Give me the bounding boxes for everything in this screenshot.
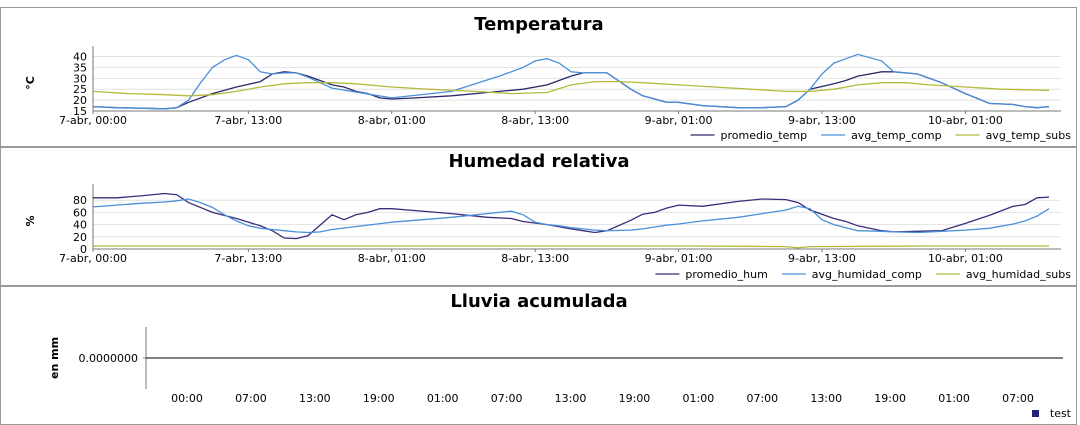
y-tick-label: 20 (73, 94, 87, 107)
y-tick-label: 25 (73, 83, 87, 96)
series-line-avg_humidad_subs (93, 245, 1049, 249)
x-tick-label: 01:00 (427, 392, 459, 405)
x-tick-label: 9-abr, 01:00 (645, 114, 713, 127)
x-tick-label: 07:00 (746, 392, 778, 405)
x-tick-label: 07:00 (235, 392, 267, 405)
y-tick-label: 60 (73, 206, 87, 219)
x-tick-label: 07:00 (491, 392, 523, 405)
y-axis-label: en mm (48, 337, 61, 379)
legend-label: promedio_hum (685, 268, 767, 281)
x-tick-label: 19:00 (363, 392, 395, 405)
y-tick-label: 0.0000000 (79, 352, 139, 365)
x-tick-label: 00:00 (171, 392, 203, 405)
x-tick-label: 19:00 (619, 392, 651, 405)
legend-label: avg_temp_subs (986, 129, 1072, 142)
y-tick-label: 20 (73, 231, 87, 244)
chart-title: Humedad relativa (448, 151, 629, 172)
chart-title: Lluvia acumulada (450, 291, 627, 312)
y-axis-label: % (24, 215, 37, 226)
humidity-chart-panel: Humedad relativa% 0 20 40 60 80 7-abr, 00:00 7-… (0, 147, 1077, 286)
y-tick-label: 0 (80, 243, 87, 256)
temperature-chart-panel: Temperatura °C 15 20 25 30 35 40 7-abr, 00:00 7-a… (0, 7, 1077, 147)
x-tick-label: 7-abr, 00:00 (59, 114, 127, 127)
legend-swatch (1032, 410, 1039, 417)
legend-label: avg_temp_comp (851, 129, 942, 142)
y-tick-label: 15 (73, 105, 87, 118)
x-tick-label: 8-abr, 13:00 (501, 252, 569, 265)
x-tick-label: 01:00 (938, 392, 970, 405)
series-line-avg_temp_subs (92, 80, 1050, 97)
x-tick-label: 10-abr, 01:00 (928, 114, 1003, 127)
x-tick-label: 9-abr, 13:00 (788, 114, 856, 127)
x-tick-label: 13:00 (810, 392, 842, 405)
x-tick-label: 07:00 (1002, 392, 1034, 405)
x-tick-label: 19:00 (874, 392, 906, 405)
y-tick-label: 80 (73, 194, 87, 207)
y-axis-label: °C (24, 76, 37, 90)
x-tick-label: 8-abr, 13:00 (501, 114, 569, 127)
x-tick-label: 13:00 (299, 392, 331, 405)
x-tick-label: 9-abr, 13:00 (788, 252, 856, 265)
y-tick-label: 30 (73, 72, 87, 85)
y-tick-label: 35 (73, 61, 87, 74)
x-tick-label: 7-abr, 13:00 (214, 252, 282, 265)
legend-label: promedio_temp (721, 129, 808, 142)
x-tick-label: 10-abr, 01:00 (928, 252, 1003, 265)
y-tick-label: 40 (73, 51, 87, 64)
legend-label: avg_humidad_subs (966, 268, 1071, 281)
legend-label: avg_humidad_comp (812, 268, 922, 281)
chart-title: Temperatura (474, 14, 603, 35)
series-line-avg_temp_comp (92, 53, 1050, 110)
x-tick-label: 01:00 (683, 392, 715, 405)
x-tick-label: 8-abr, 01:00 (358, 114, 426, 127)
x-tick-label: 7-abr, 00:00 (59, 252, 127, 265)
series-line-avg_humidad_comp (92, 198, 1050, 234)
series-line-promedio_temp (92, 71, 1050, 110)
legend-label: test (1050, 407, 1072, 420)
rain-chart-panel: Lluvia acumulada en mm 0.0000000 00:00 07:00… (0, 286, 1077, 425)
x-tick-label: 9-abr, 01:00 (645, 252, 713, 265)
y-tick-label: 40 (73, 219, 87, 232)
x-tick-label: 13:00 (555, 392, 587, 405)
x-tick-label: 8-abr, 01:00 (358, 252, 426, 265)
x-tick-label: 7-abr, 13:00 (214, 114, 282, 127)
rain-chart: Lluvia acumulada en mm 0.0000000 00:00 07:00… (48, 291, 1072, 420)
